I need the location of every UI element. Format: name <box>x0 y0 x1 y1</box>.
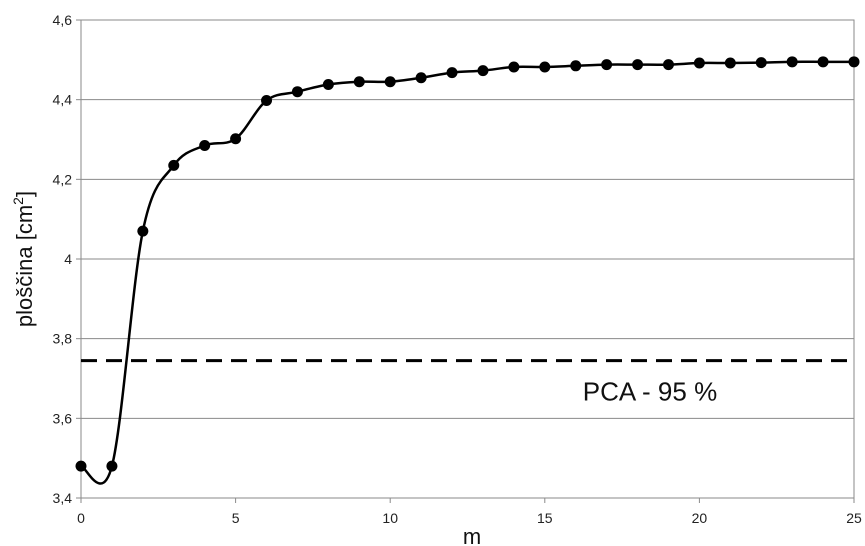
data-point <box>817 56 829 68</box>
data-point <box>261 94 273 106</box>
data-point <box>755 57 767 69</box>
data-point <box>230 133 242 145</box>
y-tick-label: 4,6 <box>53 12 73 28</box>
data-point <box>446 67 458 79</box>
data-point <box>539 61 551 73</box>
data-point <box>353 76 365 88</box>
data-point <box>168 159 180 171</box>
x-tick-label: 5 <box>232 510 240 526</box>
data-point <box>724 57 736 69</box>
data-point <box>632 59 644 71</box>
x-tick-label: 0 <box>77 510 85 526</box>
reference-line-group: PCA - 95 % <box>81 359 854 407</box>
grid-lines <box>76 19 855 503</box>
y-tick-label: 3,6 <box>53 410 73 426</box>
y-tick-labels: 3,4 3,6 3,8 4 4,2 4,4 4,6 <box>53 12 73 506</box>
x-axis-label: m <box>463 524 481 546</box>
data-point <box>415 72 427 84</box>
data-point <box>601 59 613 71</box>
data-point <box>137 225 149 237</box>
reference-line-label: PCA - 95 % <box>583 377 717 407</box>
y-tick-label: 4,4 <box>53 92 73 108</box>
series-group <box>75 56 860 485</box>
x-tick-label: 10 <box>382 510 398 526</box>
x-tick-label: 25 <box>846 510 862 526</box>
data-point <box>508 61 520 73</box>
y-tick-label: 3,8 <box>53 331 73 347</box>
y-tick-label: 4,2 <box>53 171 73 187</box>
data-point <box>693 57 705 69</box>
data-point <box>291 86 303 98</box>
data-point <box>786 56 798 68</box>
x-tick-labels: 0 5 10 15 20 25 <box>77 510 862 526</box>
y-tick-label: 4 <box>64 251 72 267</box>
data-point <box>106 460 118 472</box>
y-axis-label: ploščina [cm2] <box>10 191 37 327</box>
x-tick-label: 20 <box>692 510 708 526</box>
x-tick-label: 15 <box>537 510 553 526</box>
data-point <box>477 65 489 77</box>
y-tick-label: 3,4 <box>53 490 73 506</box>
data-point <box>662 59 674 71</box>
data-point <box>570 60 582 72</box>
data-point <box>75 460 87 472</box>
data-point <box>199 139 211 151</box>
data-point <box>384 76 396 88</box>
data-point <box>322 79 334 91</box>
data-point <box>848 56 860 68</box>
